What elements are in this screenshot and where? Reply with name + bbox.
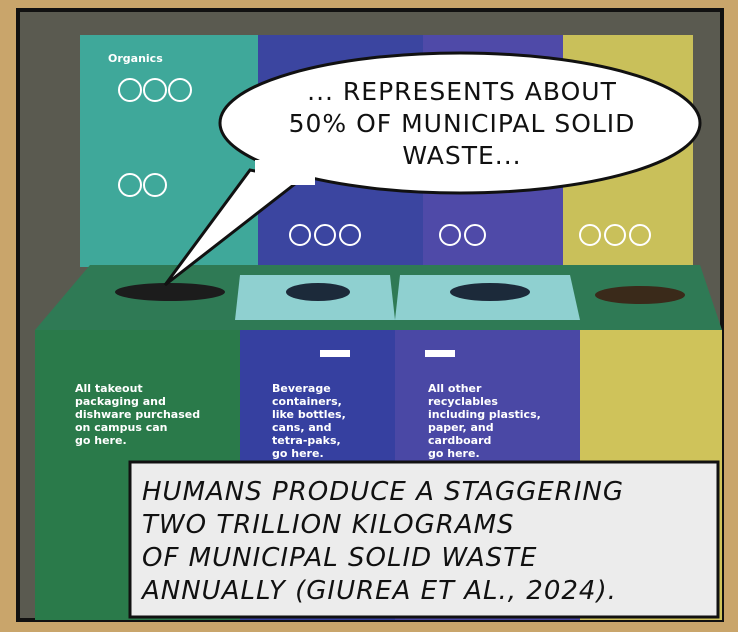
bin-label: go here.: [272, 447, 324, 460]
bin-label: cardboard: [428, 434, 491, 447]
bin-label: including plastics,: [428, 408, 541, 421]
bin-label: go here.: [75, 434, 127, 447]
caption-line: TWO TRILLION KILOGRAMS: [142, 510, 515, 540]
bin-label: on campus can: [75, 421, 167, 434]
bin-label: containers,: [272, 395, 342, 408]
bin-label: tetra-paks,: [272, 434, 341, 447]
comic-panel: Organics All takeoutpackaging anddishwar…: [0, 0, 738, 632]
speech-line: ... REPRESENTS ABOUT: [307, 77, 617, 106]
bin-label: All other: [428, 382, 482, 395]
speech-line: WASTE...: [402, 141, 521, 170]
handle: [320, 350, 350, 357]
slot: [595, 286, 685, 304]
handle: [425, 350, 455, 357]
caption-line: ANNUALLY (GIUREA ET AL., 2024).: [140, 576, 617, 606]
sign-title: Organics: [108, 52, 163, 65]
slot: [286, 283, 350, 301]
speech-line: 50% OF MUNICIPAL SOLID: [289, 109, 636, 138]
caption-line: OF MUNICIPAL SOLID WASTE: [142, 543, 537, 573]
bin-label: packaging and: [75, 395, 166, 408]
bin-label: paper, and: [428, 421, 494, 434]
bin-label: Beverage: [272, 382, 331, 395]
bin-label: go here.: [428, 447, 480, 460]
slot: [450, 283, 530, 301]
slot: [115, 283, 225, 301]
bin-label: like bottles,: [272, 408, 346, 421]
bin-label: cans, and: [272, 421, 331, 434]
bin-label: All takeout: [75, 382, 143, 395]
caption-line: HUMANS PRODUCE A STAGGERING: [142, 477, 624, 507]
bin-label: recyclables: [428, 395, 498, 408]
bubble-join: [255, 160, 315, 185]
bin-label: dishware purchased: [75, 408, 200, 421]
